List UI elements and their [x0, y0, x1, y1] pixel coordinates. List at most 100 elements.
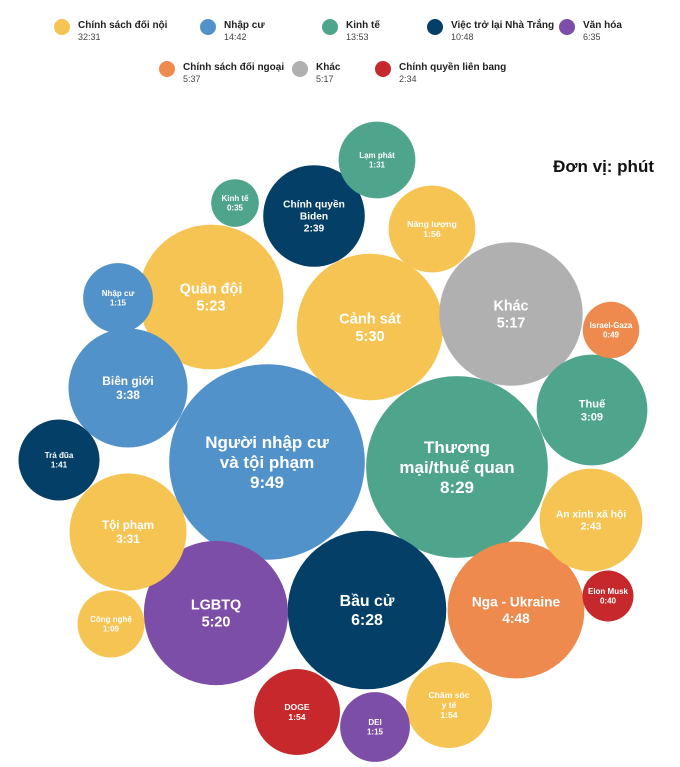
- bubble-kinh-te: Kinh tế0:35: [211, 179, 259, 227]
- legend-label: Nhập cư: [224, 20, 265, 31]
- bubble-value: 1:15: [110, 299, 127, 308]
- bubble-circle: [406, 662, 492, 748]
- bubble-circle: [169, 364, 365, 560]
- bubble-label: Tội phạm: [102, 519, 154, 532]
- bubble-circle: [340, 692, 410, 762]
- legend-swatch: [427, 19, 443, 35]
- bubble-circle: [138, 224, 284, 370]
- bubble-label: Israel-Gaza: [590, 321, 633, 330]
- bubble-circle: [388, 185, 476, 273]
- bubble-label: Nhập cư: [102, 289, 135, 298]
- bubble-circle: [68, 328, 188, 448]
- bubble-label: Biden: [300, 212, 328, 223]
- bubble-value: 5:20: [202, 615, 231, 631]
- legend-value: 5:37: [183, 74, 201, 84]
- bubble-label: và tội phạm: [220, 453, 314, 472]
- bubble-circle: [539, 468, 643, 572]
- bubble-label: Chính quyền: [283, 199, 345, 211]
- bubble-circle: [366, 376, 548, 558]
- bubble-label: DEI: [368, 718, 381, 727]
- bubble-label: Thuế: [579, 398, 606, 410]
- bubble-label: DOGE: [284, 702, 310, 712]
- bubble-value: 2:43: [581, 522, 602, 533]
- legend-label: Chính sách đối ngoại: [183, 61, 284, 73]
- bubble-value: 5:30: [355, 329, 384, 345]
- bubble-circle: [69, 473, 187, 591]
- bubble-circle: [18, 419, 100, 501]
- bubble-circle: [287, 530, 447, 690]
- bubble-label: mại/thuế quan: [399, 458, 514, 477]
- legend-swatch: [159, 61, 175, 77]
- bubble-value: 3:09: [581, 411, 603, 423]
- bubble-value: 1:31: [369, 161, 386, 170]
- bubble-value: 1:54: [440, 710, 457, 720]
- legend-label: Việc trở lại Nhà Trắng: [451, 18, 554, 31]
- legend-value: 2:34: [399, 74, 417, 84]
- bubble-circle: [582, 570, 634, 622]
- legend-label: Chính sách đối nội: [78, 19, 168, 31]
- bubble-circle: [296, 253, 444, 401]
- bubble-label: Thương: [424, 438, 490, 457]
- bubble-label: Cảnh sát: [339, 312, 401, 328]
- bubble-value: 0:49: [603, 331, 620, 340]
- legend-label: Văn hóa: [583, 20, 622, 31]
- bubble-circle: [439, 242, 583, 386]
- bubble-value: 0:40: [600, 597, 617, 606]
- bubble-circle: [83, 263, 153, 333]
- bubble-value: 0:35: [227, 204, 244, 213]
- bubble-label: Quân đội: [180, 282, 243, 298]
- bubble-label: An xinh xã hội: [556, 510, 627, 521]
- bubble-label: Khác: [494, 299, 529, 315]
- bubble-label: y tế: [442, 700, 457, 710]
- bubble-bau-cu: Bầu cử 6:28: [287, 530, 447, 690]
- bubble-value: 1:54: [288, 712, 305, 722]
- bubble-nhap-cu: Nhập cư1:15: [83, 263, 153, 333]
- bubble-label: Người nhập cư: [205, 433, 329, 452]
- bubble-label: Bầu cử: [340, 593, 395, 610]
- bubble-circle: [338, 121, 416, 199]
- bubble-label: Nga - Ukraine: [472, 595, 561, 610]
- legend-label: Chính quyền liên bang: [399, 61, 506, 73]
- legend-value: 14:42: [224, 32, 247, 42]
- legend-value: 5:17: [316, 74, 334, 84]
- legend-value: 13:53: [346, 32, 369, 42]
- legend-value: 32:31: [78, 32, 101, 42]
- bubble-value: 6:28: [351, 612, 383, 629]
- bubble-value: 2:39: [304, 224, 325, 235]
- bubble-label: LGBTQ: [191, 598, 241, 614]
- bubble-value: 9:49: [250, 473, 284, 492]
- bubble-value: 8:29: [440, 478, 474, 497]
- bubble-value: 3:38: [116, 388, 140, 402]
- legend-swatch: [200, 19, 216, 35]
- legend-label: Khác: [316, 62, 341, 73]
- bubble-label: Elon Musk: [588, 587, 629, 596]
- legend-swatch: [54, 19, 70, 35]
- bubble-circle: [536, 354, 648, 466]
- bubble-value: 4:48: [502, 611, 530, 626]
- bubble-label: Kinh tế: [221, 194, 249, 203]
- bubble-label: Trả đũa: [45, 451, 74, 460]
